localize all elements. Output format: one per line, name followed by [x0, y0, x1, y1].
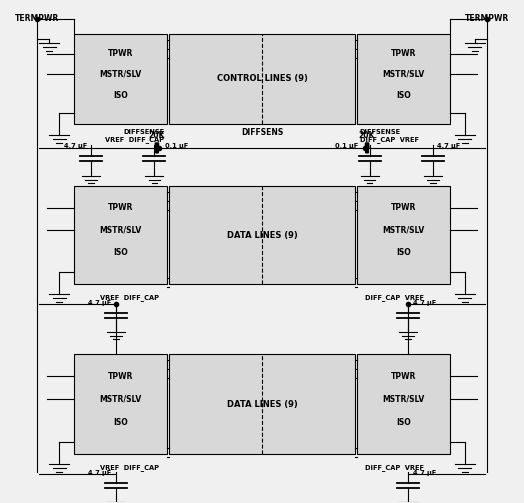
Bar	[74, 187, 167, 284]
Text: DIFFSENS: DIFFSENS	[241, 128, 283, 137]
Text: MSTR/SLV: MSTR/SLV	[100, 70, 142, 79]
Bar	[169, 34, 355, 124]
Bar	[357, 34, 450, 124]
Text: MSTR/SLV: MSTR/SLV	[382, 226, 424, 235]
Bar	[357, 354, 450, 454]
Text: ISO: ISO	[396, 91, 411, 100]
Text: DATA LINES (9): DATA LINES (9)	[226, 231, 298, 240]
Text: TPWR: TPWR	[108, 49, 134, 58]
Text: 0.1 μF: 0.1 μF	[335, 143, 358, 149]
Bar	[74, 354, 167, 454]
Text: TPWR: TPWR	[108, 203, 134, 212]
Text: 4.7 μF: 4.7 μF	[88, 470, 111, 476]
Text: TPWR: TPWR	[390, 203, 416, 212]
Text: 0.1 μF: 0.1 μF	[166, 143, 189, 149]
Text: 4.7 μF: 4.7 μF	[413, 470, 436, 476]
Text: MSTR/SLV: MSTR/SLV	[100, 394, 142, 403]
Text: 20K: 20K	[149, 131, 165, 140]
Bar	[74, 34, 167, 124]
Text: DIFF_CAP  VREF: DIFF_CAP VREF	[365, 464, 423, 471]
Text: DIFF_CAP  VREF: DIFF_CAP VREF	[365, 294, 423, 301]
Text: TPWR: TPWR	[108, 372, 134, 381]
Text: TERMPWR: TERMPWR	[465, 15, 510, 24]
Bar	[169, 354, 355, 454]
Text: VREF  DIFF_CAP: VREF DIFF_CAP	[105, 136, 165, 143]
Text: TPWR: TPWR	[390, 49, 416, 58]
Text: ISO: ISO	[113, 417, 128, 427]
Text: VREF  DIFF_CAP: VREF DIFF_CAP	[101, 294, 159, 301]
Text: MSTR/SLV: MSTR/SLV	[382, 70, 424, 79]
Text: TPWR: TPWR	[390, 372, 416, 381]
Text: DIFFSENSE: DIFFSENSE	[123, 129, 165, 135]
Text: ISO: ISO	[396, 417, 411, 427]
Text: 4.7 μF: 4.7 μF	[437, 143, 460, 149]
Text: MSTR/SLV: MSTR/SLV	[382, 394, 424, 403]
Text: 4.7 μF: 4.7 μF	[88, 299, 111, 305]
Text: 4.7 μF: 4.7 μF	[64, 143, 87, 149]
Text: VREF  DIFF_CAP: VREF DIFF_CAP	[101, 464, 159, 471]
Text: CONTROL LINES (9): CONTROL LINES (9)	[216, 74, 308, 83]
Text: ISO: ISO	[113, 248, 128, 258]
Text: ISO: ISO	[396, 248, 411, 258]
Text: MSTR/SLV: MSTR/SLV	[100, 226, 142, 235]
Text: ISO: ISO	[113, 91, 128, 100]
Text: TERMPWR: TERMPWR	[14, 15, 59, 24]
Text: 4.7 μF: 4.7 μF	[413, 299, 436, 305]
Bar	[169, 187, 355, 284]
Text: DATA LINES (9): DATA LINES (9)	[226, 399, 298, 408]
Bar	[357, 187, 450, 284]
Text: DIFFSENSE: DIFFSENSE	[359, 129, 401, 135]
Text: 20K: 20K	[359, 131, 375, 140]
Text: DIFF_CAP  VREF: DIFF_CAP VREF	[359, 136, 419, 143]
